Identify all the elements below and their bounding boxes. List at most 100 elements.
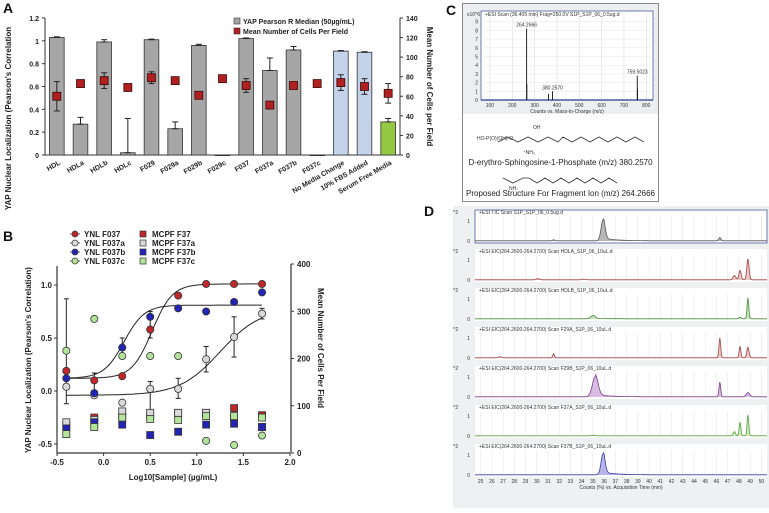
- y2-tick-label: 300: [297, 307, 311, 316]
- panel-b-label: B: [3, 228, 14, 244]
- y-axis-title: YAP Nuclear Localization (Pearson's Corr…: [4, 27, 13, 210]
- legend-marker: [71, 257, 79, 265]
- y2-tick-label: 0: [406, 153, 410, 160]
- legend-label: MCPF F37a: [152, 239, 196, 248]
- x-tick-label: HDLc: [114, 160, 133, 175]
- cell-count-marker: [336, 78, 346, 87]
- bar: [333, 50, 349, 156]
- trace-title: +ESI EIC(264.2600-264.2700) Scan HDLA_S1…: [479, 249, 613, 255]
- data-point-square: [230, 412, 238, 421]
- trace-plot-area: [474, 209, 768, 244]
- bar: [356, 51, 373, 156]
- data-point-square: [230, 419, 238, 428]
- data-point-circle: [146, 384, 155, 393]
- y-tick-label: 1: [467, 336, 470, 342]
- y-tick-label: 4: [475, 63, 478, 69]
- data-point-square: [174, 427, 183, 436]
- legend-bar-label: YAP Pearson R Median (50µg/mL): [243, 19, 354, 26]
- data-point-circle: [202, 436, 211, 445]
- legend-marker: [139, 248, 147, 256]
- y-tick-label: 0: [467, 317, 470, 323]
- y-tick-label: 0.5: [41, 334, 53, 343]
- fit-curve: [66, 283, 262, 379]
- y-tick-label: 1.0: [41, 281, 53, 290]
- y-scale-label: x10^2: [453, 288, 458, 294]
- x-tick-label: F037a: [254, 160, 275, 176]
- data-point-square: [90, 423, 99, 431]
- x-tick-label: F029c: [207, 160, 228, 176]
- y2-tick-label: 100: [297, 402, 311, 411]
- data-point-circle: [62, 366, 71, 375]
- y2-tick-label: 120: [406, 36, 418, 43]
- data-point-circle: [118, 352, 127, 361]
- x-tick-label: 36: [601, 479, 607, 485]
- trace-line: [475, 414, 767, 437]
- x-tick-label: F029a: [159, 160, 180, 176]
- y-tick-label: 7: [475, 37, 478, 43]
- cell-count-marker: [360, 82, 369, 91]
- legend-label: YNL F037a: [84, 239, 125, 248]
- y-tick-label: -0.5: [38, 440, 52, 449]
- data-point-circle: [202, 355, 211, 364]
- data-point-circle: [258, 288, 267, 297]
- mass-spectrum-chart: 100 200 300 400 500 600 700 800 0 1 2 3 4 5 6 7 8 9 x10^6 +…: [463, 4, 658, 114]
- bar: [167, 128, 183, 156]
- data-point-circle: [62, 382, 71, 391]
- y-tick-label: 0: [467, 239, 470, 245]
- fit-curve: [66, 304, 262, 379]
- x-tick-label: 48: [736, 479, 742, 485]
- data-point-square: [62, 430, 71, 439]
- trace-plot-area: [475, 405, 767, 438]
- phosphate-group: HO-P(O)(OH)-O: [477, 136, 513, 142]
- data-point-square: [230, 404, 238, 413]
- y-scale-label: x10^2: [453, 366, 458, 372]
- trace-title: +ESI EIC(264.2600-264.2700) Scan F29B_S1…: [479, 366, 611, 372]
- trace-title: +ESI EIC(264.2600-264.2700) Scan HDLB_S1…: [479, 288, 613, 294]
- bar: [214, 154, 231, 157]
- x-tick-label: HDLb: [89, 160, 109, 175]
- bar: [309, 154, 325, 157]
- data-point-circle: [230, 279, 239, 288]
- bar: [96, 41, 112, 156]
- x-tick-label: 1.0: [191, 458, 203, 467]
- panel-d-chromatograms: x10^2 +ESI TIC Scan S1P_S1P_06_0.5ug.d 1 0 x…: [445, 206, 769, 508]
- x-tick-label: 500: [575, 103, 584, 109]
- x-tick-label: 28: [512, 479, 518, 485]
- y2-tick-label: 100: [406, 55, 418, 62]
- x-tick-label: 2.0: [284, 458, 296, 467]
- bar: [191, 45, 207, 156]
- x-tick-label: F037: [234, 160, 251, 174]
- x-tick-label: 25: [478, 479, 484, 485]
- data-point-square: [258, 413, 266, 422]
- y2-tick-label: 200: [297, 355, 311, 364]
- trace-line: [475, 337, 767, 359]
- x-axis-title: Log10[Sample] (µg/mL): [129, 473, 218, 482]
- panel-c-mass-spectrum: 100 200 300 400 500 600 700 800 0 1 2 3 4 5 6 7 8 9 x10^6 +…: [462, 3, 659, 202]
- data-point-circle: [258, 279, 267, 288]
- x-tick-label: 1.5: [238, 458, 250, 467]
- x-tick-label: HDLa: [66, 160, 85, 175]
- trace-plot-area: [475, 249, 767, 282]
- x-tick-label: 700: [620, 103, 629, 109]
- data-point-circle: [174, 384, 183, 393]
- x-tick-label: 200: [508, 103, 517, 109]
- x-tick-label: 50: [759, 479, 765, 485]
- x-tick-label: F029b: [183, 160, 204, 176]
- y2-axis-title: Mean Number of Cells per Field: [425, 27, 434, 147]
- data-point-circle: [230, 441, 239, 450]
- legend-marker: [71, 248, 79, 256]
- y-tick-label: 1: [475, 89, 478, 95]
- trace-plot-area: [475, 444, 767, 477]
- peak-label: 759.5023: [627, 70, 648, 76]
- x-tick-label: 0.5: [145, 458, 157, 467]
- panel-a-label: A: [3, 0, 14, 16]
- legend-label: YNL F037: [84, 230, 121, 239]
- data-point-circle: [258, 431, 267, 440]
- amine-group: ⁺NH₃: [523, 150, 535, 156]
- trace-line: [475, 218, 767, 242]
- cell-count-marker: [289, 81, 298, 90]
- cell-count-marker: [312, 79, 322, 88]
- data-point-square: [202, 412, 211, 421]
- legend-marker: [139, 230, 147, 238]
- y2-tick-label: 80: [406, 75, 414, 82]
